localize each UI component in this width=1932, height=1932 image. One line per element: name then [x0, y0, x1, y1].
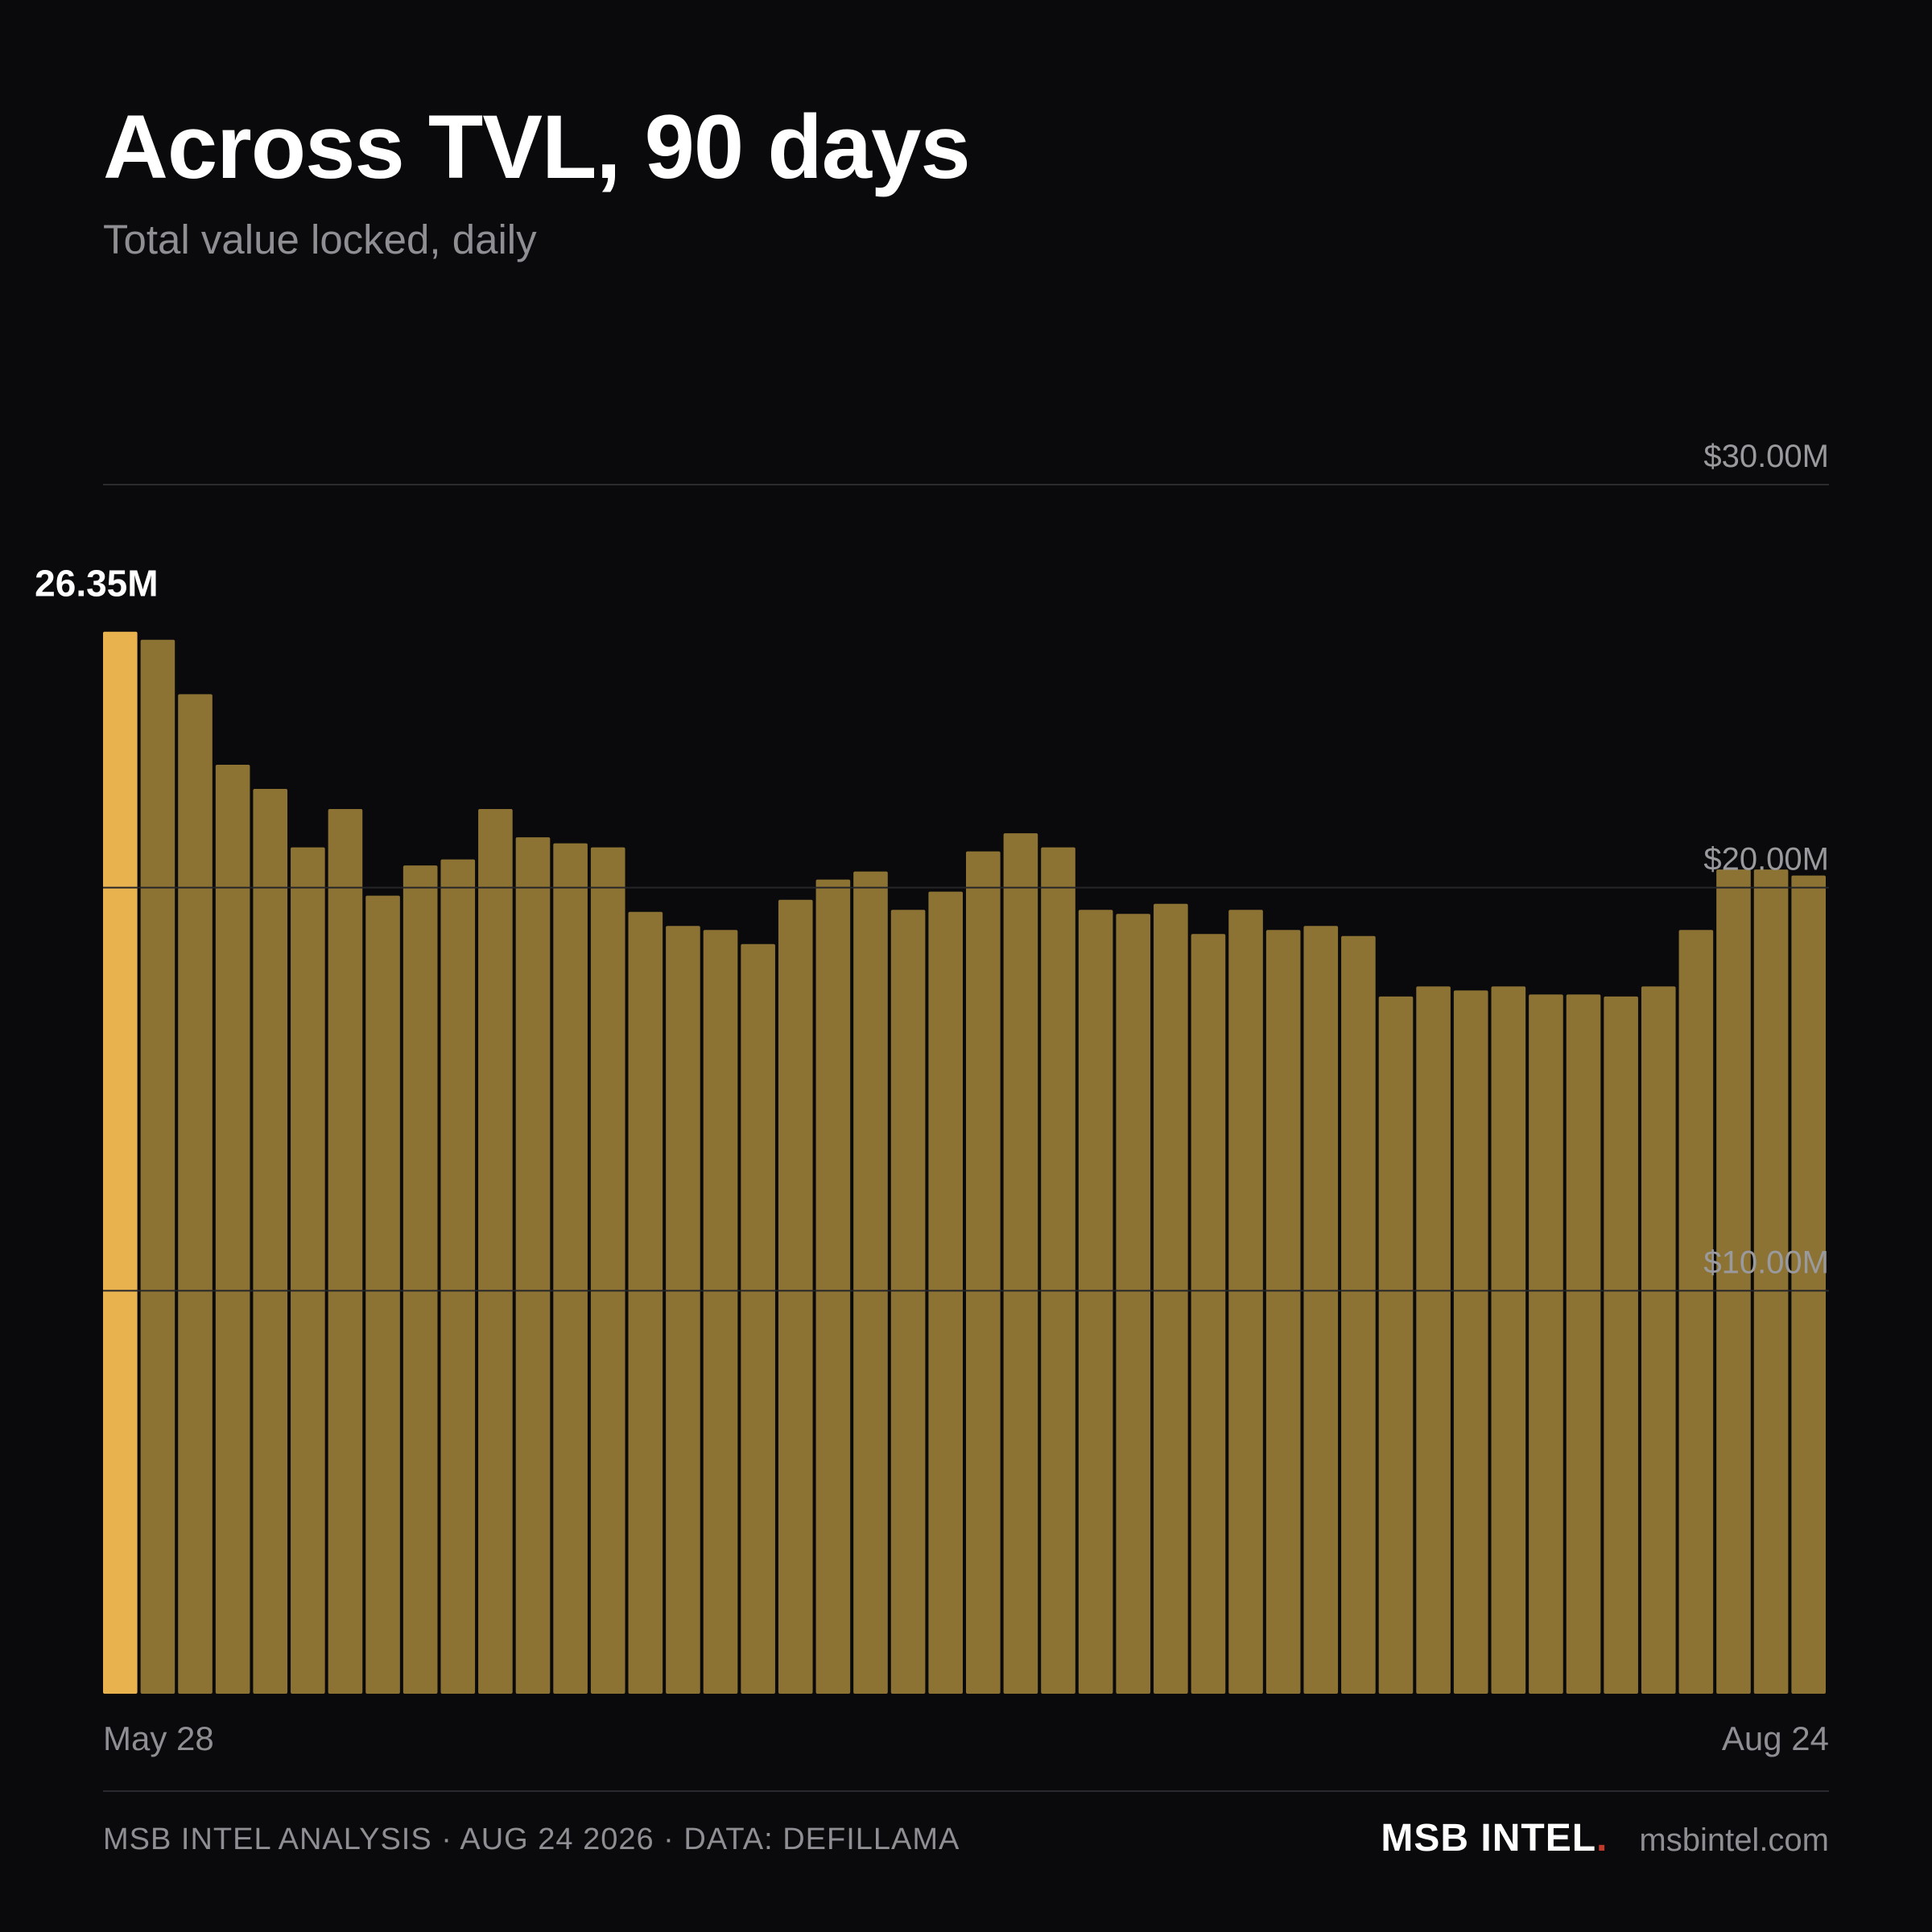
bar [778, 899, 813, 1694]
footer-brand-block: MSB INTEL. msbintel.com [1381, 1816, 1829, 1860]
bar [590, 847, 625, 1694]
bar [1529, 994, 1563, 1694]
axis-labels: $10.00M $20.00M $30.00M 26.35M May 28 Aug 24 [35, 439, 1829, 1757]
bar [928, 891, 963, 1694]
bar [890, 910, 926, 1694]
x-end-label: Aug 24 [1722, 1719, 1829, 1757]
bar [291, 847, 325, 1694]
bar-highlight [103, 631, 138, 1694]
footer-divider [103, 1790, 1829, 1792]
bar [1265, 930, 1301, 1694]
bar [1378, 996, 1414, 1694]
bar [1041, 847, 1075, 1694]
bar [815, 879, 851, 1694]
bar [1078, 910, 1113, 1694]
bar [1191, 934, 1226, 1694]
bar [1641, 986, 1676, 1694]
bar [1003, 833, 1038, 1694]
bar [215, 764, 250, 1695]
site-link[interactable]: msbintel.com [1639, 1823, 1829, 1858]
bar [328, 809, 363, 1694]
chart-subtitle: Total value locked, daily [103, 217, 537, 262]
bar [628, 911, 663, 1694]
bar [1228, 910, 1263, 1694]
bar [253, 789, 288, 1694]
bar [365, 895, 400, 1694]
bar [1116, 914, 1151, 1694]
bar [440, 859, 476, 1694]
bar [666, 926, 700, 1694]
bar [1453, 990, 1488, 1694]
brand-logo-text: MSB INTEL [1381, 1817, 1597, 1860]
bar [1678, 930, 1714, 1694]
bar [515, 837, 551, 1694]
y-tick-label: $30.00M [1703, 439, 1829, 474]
bar [1716, 869, 1751, 1694]
brand-logo-dot: . [1596, 1817, 1608, 1860]
bar [478, 809, 513, 1694]
bar [178, 694, 213, 1694]
bar [1491, 986, 1526, 1694]
bar [966, 851, 1001, 1694]
bar [1303, 926, 1339, 1694]
bar [1341, 935, 1376, 1694]
bar [1791, 875, 1826, 1694]
bar [1154, 903, 1188, 1694]
bar [741, 943, 775, 1694]
footer-credit: MSB INTEL ANALYSIS · AUG 24 2026 · DATA:… [103, 1823, 960, 1856]
chart-title: Across TVL, 90 days [103, 97, 971, 197]
y-tick-label: $10.00M [1703, 1245, 1829, 1280]
bar [402, 865, 438, 1694]
bar [1416, 986, 1451, 1694]
y-tick-label: $20.00M [1703, 842, 1829, 877]
bars [103, 631, 1826, 1695]
bar [1566, 994, 1601, 1694]
bar [1753, 869, 1789, 1694]
x-start-label: May 28 [103, 1719, 214, 1757]
bar [853, 871, 888, 1694]
grid-lines [103, 484, 1829, 1292]
bar [1604, 996, 1638, 1694]
bar [553, 843, 588, 1694]
bar [140, 639, 175, 1694]
bar [703, 930, 738, 1694]
peak-value-label: 26.35M [35, 563, 158, 605]
